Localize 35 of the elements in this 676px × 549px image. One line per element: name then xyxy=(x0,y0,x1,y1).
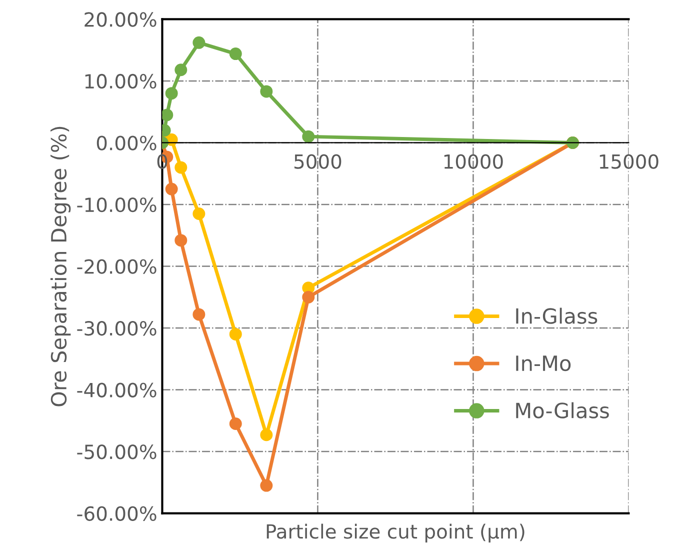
y-tick-label: -20.00% xyxy=(77,259,156,274)
point xyxy=(229,328,242,340)
point xyxy=(260,479,273,492)
y-axis-title: Ore Separation Degree (%) xyxy=(50,126,71,406)
point xyxy=(260,428,273,442)
point xyxy=(165,182,178,196)
point xyxy=(302,130,315,143)
legend-label: Mo-Glass xyxy=(516,402,609,418)
point xyxy=(229,48,242,60)
point xyxy=(192,36,206,49)
y-tick-label: -30.00% xyxy=(77,320,156,336)
point xyxy=(165,87,178,100)
x-tick-label: 5000 xyxy=(294,154,342,169)
y-tick-label: -10.00% xyxy=(77,197,156,212)
point xyxy=(192,208,206,220)
y-tick-label: -60.00% xyxy=(77,506,156,521)
point xyxy=(192,308,206,321)
point xyxy=(302,290,315,304)
legend-label: In-Mo xyxy=(516,356,571,372)
point xyxy=(174,64,188,76)
point xyxy=(162,108,174,122)
legend-label: In-Glass xyxy=(516,308,598,324)
point xyxy=(260,85,273,98)
y-tick-label: 0.00% xyxy=(96,136,156,150)
point xyxy=(174,234,188,247)
y-tick-label: 10.00% xyxy=(85,74,156,89)
y-tick-label: 20.00% xyxy=(84,12,156,27)
x-tick-label: 0 xyxy=(157,154,168,169)
y-tick-label: -40.00% xyxy=(77,382,156,398)
point xyxy=(174,161,188,174)
y-tick-label: -50.00% xyxy=(77,444,156,460)
x-tick-label: 15000 xyxy=(600,154,658,169)
point xyxy=(229,418,242,430)
x-axis-title: Particle size cut point (µm) xyxy=(266,524,524,543)
x-tick-label: 10000 xyxy=(444,154,503,169)
